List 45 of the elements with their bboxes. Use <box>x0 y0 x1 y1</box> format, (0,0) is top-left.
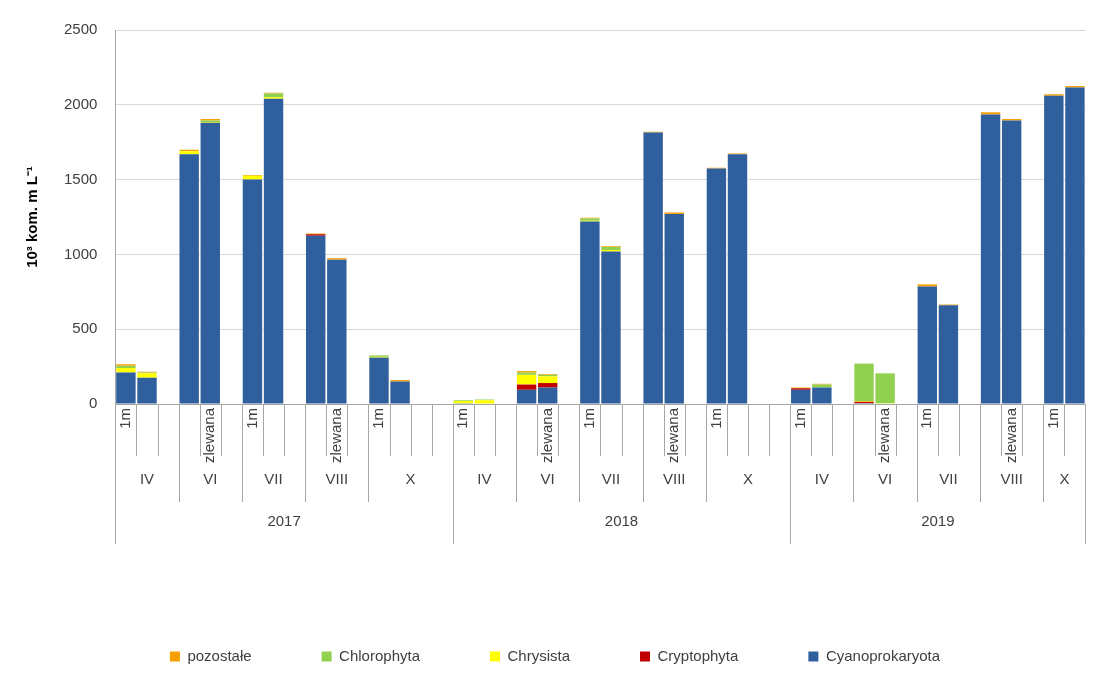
text: 2019 <box>921 512 955 530</box>
y-tick-label: 0 <box>89 394 98 412</box>
text: X <box>743 470 754 488</box>
text: IV <box>139 470 155 488</box>
x-tick-label: 1m <box>116 408 134 429</box>
text: VIII <box>662 470 686 488</box>
y-tick-label: 1500 <box>63 169 98 187</box>
y-axis-title: 10³ kom. m L⁻¹ <box>23 166 41 268</box>
legend-label: Chlorophyta <box>339 646 421 664</box>
y-tick-label: 2000 <box>63 94 98 112</box>
x-tick-label: 1m <box>706 408 724 429</box>
x-tick-label: zlewana <box>200 407 218 464</box>
text: VII <box>939 470 958 488</box>
text: VIII <box>325 470 349 488</box>
text: IV <box>814 470 829 488</box>
x-tick-label: zlewana <box>875 407 893 464</box>
legend-label: Cyanoprokaryota <box>825 646 941 664</box>
text: VIII <box>1000 470 1023 488</box>
text: X <box>405 470 416 488</box>
x-tick-label: 1m <box>917 408 935 429</box>
x-tick-label: 1m <box>369 408 387 429</box>
text: 2018 <box>604 512 639 530</box>
y-tick-label: 500 <box>72 319 98 337</box>
x-tick-label: 1m <box>790 408 808 429</box>
x-tick-label: zlewana <box>1001 407 1019 464</box>
text: VI <box>540 470 555 488</box>
text: VI <box>203 470 218 488</box>
x-tick-label: zlewana <box>326 407 344 464</box>
text: VI <box>878 470 893 488</box>
text: 2017 <box>267 512 301 530</box>
x-tick-label: 1m <box>453 408 471 429</box>
text: IV <box>477 470 492 488</box>
text: VII <box>264 470 283 488</box>
x-tick-label: 1m <box>580 408 598 429</box>
y-tick-label: 2500 <box>63 20 98 38</box>
legend-label: Chrysista <box>507 646 571 664</box>
legend-label: Cryptophyta <box>657 646 740 664</box>
legend-label: pozostałe <box>187 646 252 664</box>
x-tick-label: 1m <box>242 408 260 429</box>
text: X <box>1059 470 1070 488</box>
x-tick-label: zlewana <box>664 407 682 464</box>
x-tick-label: zlewana <box>537 407 555 464</box>
text: VII <box>601 470 621 488</box>
x-tick-label: 1m <box>1043 408 1061 429</box>
y-tick-label: 1000 <box>63 244 98 262</box>
